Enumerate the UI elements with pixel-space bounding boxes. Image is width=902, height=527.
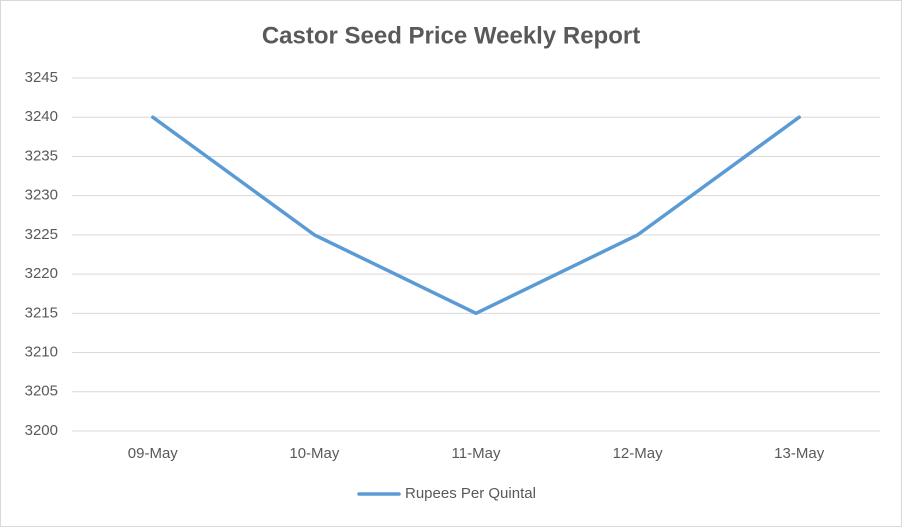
x-tick-label: 10-May (289, 445, 340, 462)
legend-label: Rupees Per Quintal (405, 485, 536, 502)
x-tick-label: 12-May (613, 445, 664, 462)
y-tick-label: 3245 (25, 69, 58, 86)
y-tick-label: 3230 (25, 187, 58, 204)
chart-title: Castor Seed Price Weekly Report (262, 22, 640, 49)
y-tick-label: 3235 (25, 147, 58, 164)
series-line (151, 115, 801, 316)
x-tick-label: 11-May (452, 445, 501, 462)
x-tick-label: 09-May (128, 445, 179, 462)
y-tick-label: 3220 (25, 265, 58, 282)
y-tick-label: 3210 (25, 344, 58, 361)
y-tick-label: 3215 (25, 304, 58, 321)
y-tick-label: 3205 (25, 383, 58, 400)
y-tick-label: 3240 (25, 108, 58, 125)
x-tick-label: 13-May (774, 445, 825, 462)
y-tick-label: 3200 (25, 422, 58, 439)
y-tick-label: 3225 (25, 226, 58, 243)
